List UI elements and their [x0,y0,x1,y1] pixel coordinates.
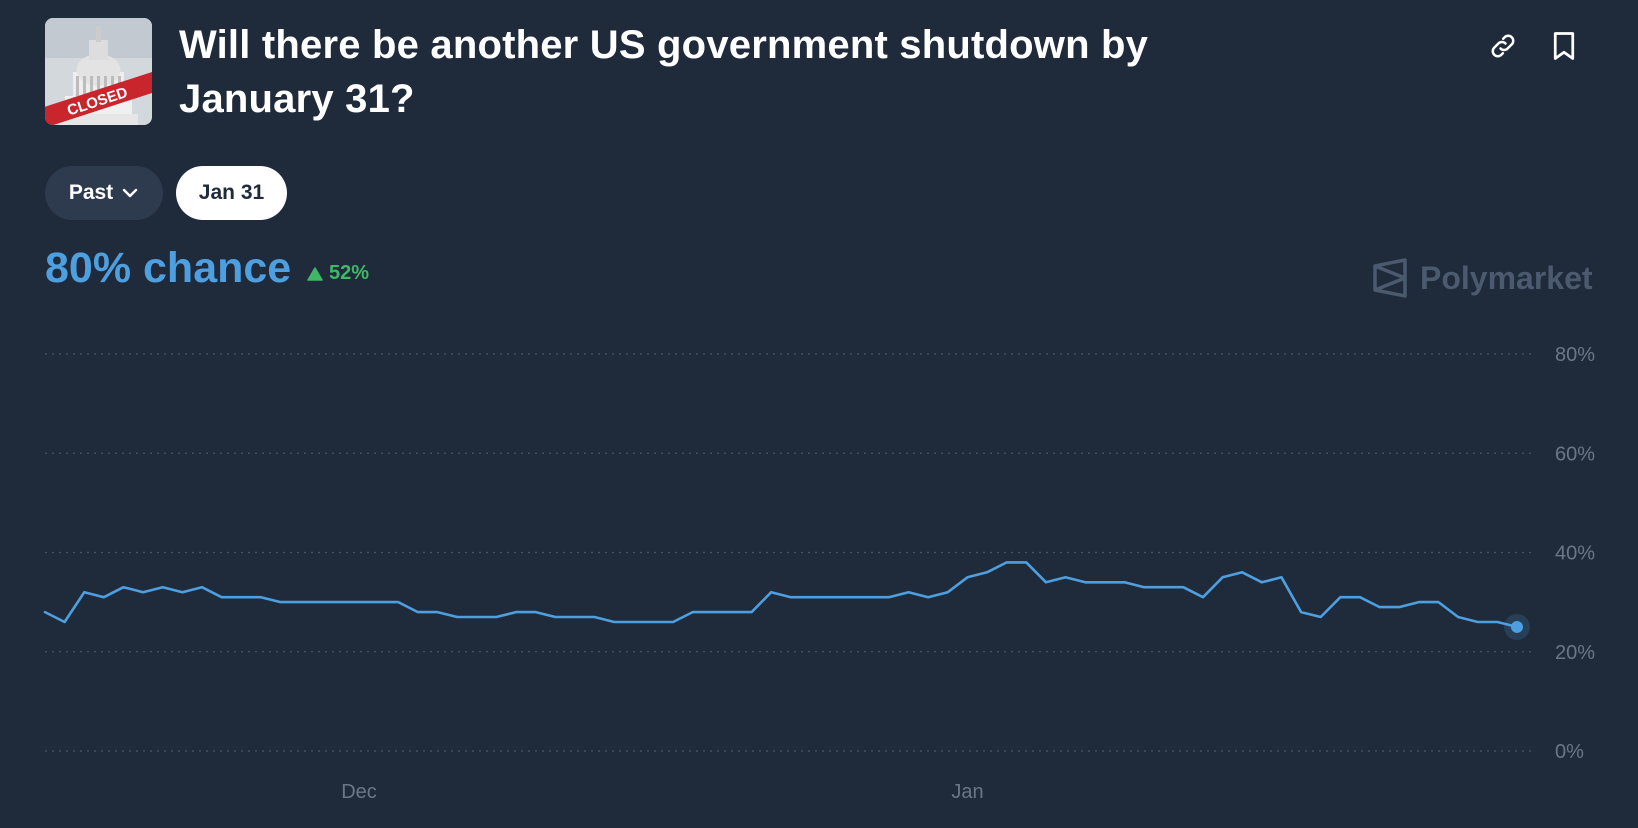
last-point [1511,620,1523,633]
change-value: 52% [329,262,370,284]
chance-value: 80% chance [45,244,292,292]
date-option-jan31[interactable]: Jan 31 [176,166,287,220]
link-icon[interactable] [1483,26,1523,66]
bookmark-icon[interactable] [1544,26,1584,66]
past-filter-label: Past [68,181,114,204]
y-tick-label: 60% [1555,443,1595,465]
x-tick-label: Dec [341,781,377,803]
market-title: Will there be another US government shut… [179,23,1149,121]
y-tick-label: 20% [1555,642,1595,664]
polymarket-brand: Polymarket [1372,258,1593,298]
chevron-down-icon [122,188,138,198]
triangle-up-icon [307,266,323,281]
polymarket-logo-icon [1373,258,1407,298]
brand-name: Polymarket [1420,259,1593,296]
series-line [43,561,1519,629]
past-filter-button[interactable]: Past [45,166,163,220]
y-tick-label: 80% [1555,344,1595,366]
market-thumbnail: CLOSED [45,18,152,125]
price-chart: 0% 20% 40% 60% 80% Dec Jan [43,344,1595,803]
change-indicator: 52% [307,262,369,285]
x-tick-label: Jan [951,781,983,803]
y-tick-label: 0% [1555,741,1584,763]
date-option-label: Jan 31 [198,181,265,204]
y-tick-label: 40% [1555,543,1595,565]
